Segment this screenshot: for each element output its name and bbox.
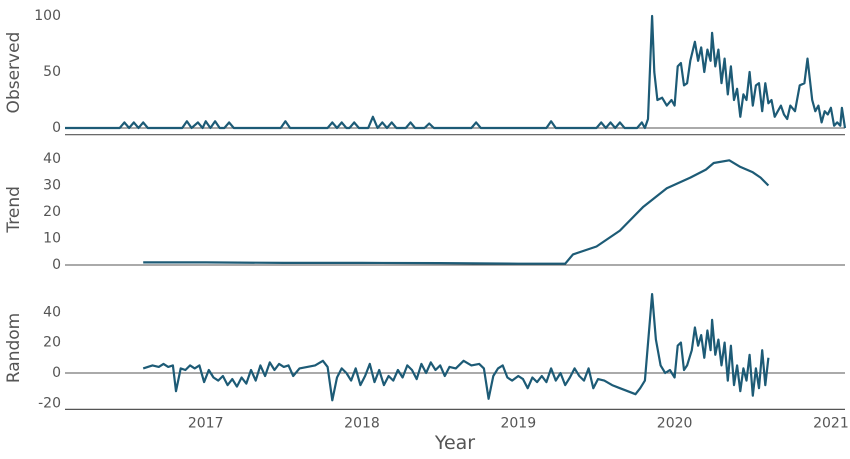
series-line bbox=[143, 159, 770, 265]
y-tick-label: 20 bbox=[43, 335, 61, 351]
series-line bbox=[65, 14, 847, 130]
x-tick-label: 2020 bbox=[657, 415, 693, 431]
y-tick-label: 30 bbox=[43, 178, 61, 194]
y-tick-label: 10 bbox=[43, 231, 61, 247]
y-tick-label: -20 bbox=[38, 395, 61, 411]
x-tick-label: 2017 bbox=[188, 415, 224, 431]
y-tick-label: 40 bbox=[43, 151, 61, 167]
y-tick-label: 0 bbox=[52, 365, 61, 381]
y-axis-label: Observed bbox=[4, 32, 24, 114]
x-tick-label: 2018 bbox=[344, 415, 380, 431]
y-tick-label: 20 bbox=[43, 204, 61, 220]
series-line bbox=[142, 293, 770, 402]
y-axis-label: Trend bbox=[4, 186, 24, 234]
x-tick-label: 2021 bbox=[813, 415, 849, 431]
x-tick-label: 2019 bbox=[500, 415, 536, 431]
x-axis-label: Year bbox=[434, 432, 475, 454]
y-tick-label: 50 bbox=[43, 64, 61, 80]
y-tick-label: 100 bbox=[34, 8, 61, 24]
y-tick-label: 40 bbox=[43, 304, 61, 320]
y-tick-label: 0 bbox=[52, 120, 61, 136]
y-tick-label: 0 bbox=[52, 257, 61, 273]
y-axis-label: Random bbox=[4, 313, 24, 383]
